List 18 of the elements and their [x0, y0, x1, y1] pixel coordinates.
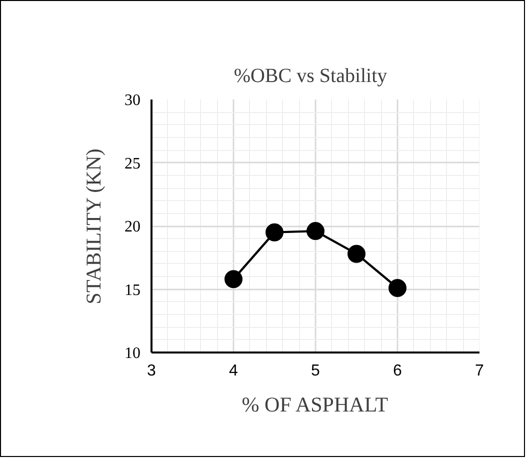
y-tick-label: 20: [124, 218, 140, 236]
x-tick-label: 6: [393, 362, 402, 380]
x-tick-label: 4: [229, 362, 238, 380]
y-axis-title: STABILITY (KN): [82, 148, 106, 304]
x-axis-title: % OF ASPHALT: [242, 392, 388, 416]
y-tick-label: 30: [124, 92, 140, 109]
x-tick-label: 7: [475, 362, 484, 380]
point: [388, 279, 406, 297]
point: [348, 244, 366, 263]
x-tick-label: 3: [147, 362, 156, 380]
point: [224, 270, 242, 288]
y-tick-label: 25: [124, 155, 140, 172]
chart-title: %OBC vs Stability: [234, 65, 388, 87]
y-tick-label: 10: [124, 345, 140, 362]
point: [306, 222, 324, 240]
point: [266, 223, 284, 242]
x-tick-label: 5: [311, 362, 320, 380]
y-tick-label: 15: [124, 282, 140, 299]
